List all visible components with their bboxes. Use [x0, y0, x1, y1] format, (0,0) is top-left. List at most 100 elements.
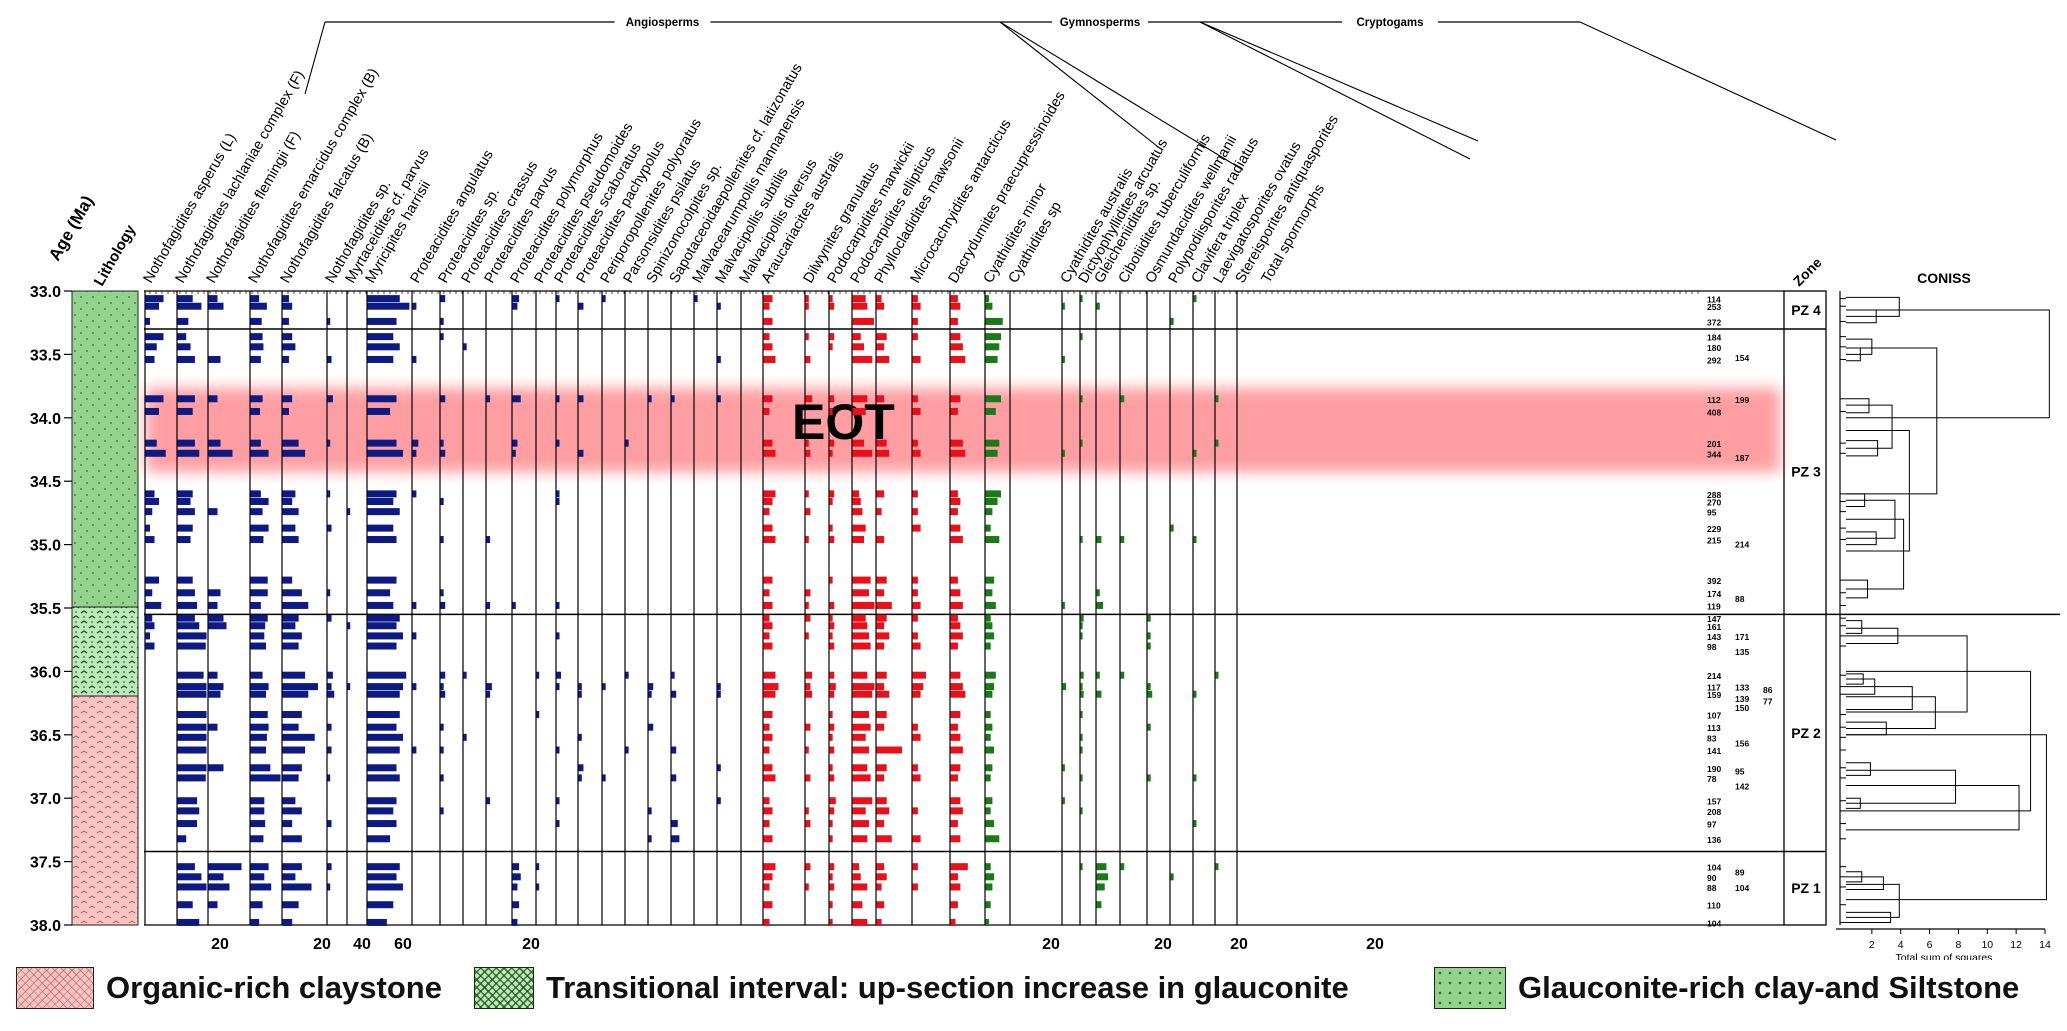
data-bar: [486, 797, 491, 805]
sample-count: 214: [1707, 671, 1721, 681]
data-bar: [177, 746, 207, 754]
data-bar: [912, 807, 918, 815]
data-bar: [912, 614, 918, 622]
data-bar: [512, 302, 518, 310]
zone-label: PZ 3: [1791, 464, 1821, 480]
data-bar: [876, 723, 885, 731]
age-tick-label: 37.0: [30, 791, 61, 808]
data-bar: [367, 508, 400, 516]
data-bar: [327, 589, 331, 597]
data-bar: [1193, 295, 1197, 303]
coniss-tick-label: 10: [1981, 939, 1993, 951]
lithology-column-glauconite: [71, 290, 139, 608]
data-bar: [648, 807, 652, 815]
data-bar: [208, 439, 221, 447]
data-bar: [829, 797, 836, 805]
zone-column-frame: [1783, 290, 1827, 926]
data-bar: [367, 576, 397, 584]
zone-label: PZ 2: [1791, 725, 1821, 741]
data-bar: [250, 774, 281, 782]
data-bar: [327, 524, 332, 532]
data-bar: [763, 835, 773, 843]
scale-label: 20: [313, 936, 331, 953]
group-leader: [1579, 21, 1837, 141]
legend-claystone: Organic-rich claystone: [16, 966, 442, 1010]
sample-count: 110: [1707, 901, 1721, 911]
data-bar: [1193, 820, 1197, 828]
data-bar: [512, 901, 520, 909]
data-bar: [177, 536, 191, 544]
data-bar: [250, 395, 263, 403]
data-bar: [440, 449, 446, 457]
sample-count-secondary: 95: [1735, 766, 1745, 776]
sample-count-secondary: 214: [1735, 539, 1749, 549]
data-bar: [829, 407, 833, 415]
data-bar: [145, 589, 153, 597]
data-bar: [556, 820, 560, 828]
data-bar: [805, 746, 809, 754]
data-bar: [177, 632, 207, 640]
data-bar: [412, 439, 419, 447]
data-bar: [512, 439, 518, 447]
data-bar: [852, 508, 863, 516]
data-bar: [367, 873, 397, 881]
data-bar: [177, 449, 200, 457]
data-bar: [177, 733, 207, 741]
data-bar: [556, 497, 560, 505]
data-bar: [912, 883, 918, 891]
data-bar: [985, 746, 995, 754]
data-bar: [367, 764, 397, 772]
data-bar: [282, 671, 306, 679]
data-bar: [829, 439, 835, 447]
legend-glauconite: Glauconite-rich clay-and Siltstone: [1434, 966, 2019, 1010]
data-bar: [985, 439, 1000, 447]
data-bar: [950, 683, 963, 691]
data-bar: [829, 671, 835, 679]
data-bar: [556, 632, 560, 640]
data-bar: [852, 764, 868, 772]
data-bar: [648, 690, 652, 698]
legend-label-transitional: Transitional interval: up-section increa…: [546, 970, 1349, 1005]
data-bar: [763, 614, 770, 622]
data-bar: [985, 774, 991, 782]
data-bar: [763, 797, 770, 805]
data-bar: [852, 490, 860, 498]
coniss-title: CONISS: [1917, 270, 1971, 286]
data-bar: [367, 614, 400, 622]
data-bar: [282, 524, 296, 532]
data-bar: [250, 407, 260, 415]
data-bar: [440, 497, 444, 505]
data-bar: [876, 439, 887, 447]
data-bar: [1215, 439, 1219, 447]
data-bar: [208, 302, 224, 310]
data-bar: [578, 683, 582, 691]
data-bar: [852, 449, 873, 457]
data-bar: [876, 711, 887, 719]
data-bar: [717, 764, 721, 772]
data-bar: [852, 733, 866, 741]
data-bar: [876, 746, 902, 754]
data-bar: [1147, 690, 1153, 698]
data-bar: [1147, 642, 1151, 650]
data-bar: [177, 355, 195, 363]
data-bar: [208, 622, 227, 630]
age-tick-label: 36.5: [30, 728, 61, 745]
data-bar: [912, 683, 924, 691]
data-bar: [717, 690, 721, 698]
data-bar: [950, 632, 963, 640]
sample-count: 157: [1707, 797, 1721, 807]
data-bar: [852, 797, 873, 805]
coniss-branch: [1846, 785, 2020, 831]
group-leader: [304, 21, 326, 95]
data-bar: [1147, 614, 1151, 622]
data-bar: [852, 774, 871, 782]
coniss-branch: [1846, 620, 1863, 634]
data-bar: [950, 723, 958, 731]
data-bar: [912, 764, 918, 772]
data-bar: [327, 683, 332, 691]
data-bar: [282, 835, 302, 843]
data-bar: [347, 622, 351, 630]
data-bar: [282, 711, 302, 719]
data-bar: [829, 746, 835, 754]
data-bar: [876, 355, 890, 363]
